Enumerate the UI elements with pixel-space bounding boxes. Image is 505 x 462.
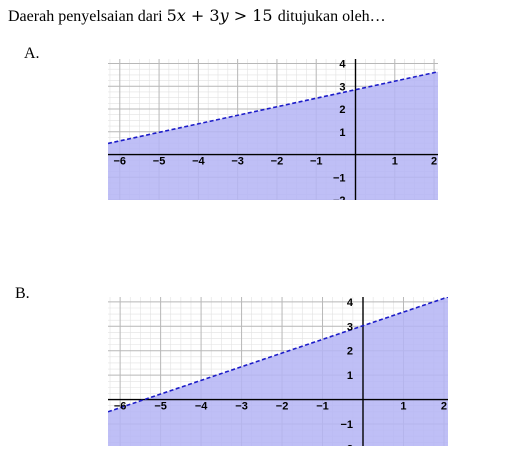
option-a-graph[interactable]: −6 −5 −4 −3 −2 −1 1 2 4 3 2 1 −1 −2: [108, 59, 438, 200]
x-tick-label: −2: [271, 156, 284, 168]
y-tick-label: 2: [347, 346, 353, 358]
y-tick-label: 4: [347, 297, 354, 309]
x-tick-label: −5: [153, 156, 166, 168]
x-tick-label: −3: [235, 401, 248, 413]
inequality: 5x + 3y > 15: [167, 6, 278, 25]
shaded-region: [108, 297, 448, 446]
y-tick-label: −2: [333, 195, 346, 200]
coef-y: 3: [209, 6, 220, 25]
x-tick-label: −1: [316, 401, 329, 413]
x-tick-label: −2: [276, 401, 289, 413]
question-suffix: ditujukan oleh…: [277, 8, 386, 25]
x-tick-label: −6: [114, 401, 127, 413]
y-tick-label: 2: [339, 104, 345, 116]
y-tick-label: 1: [347, 370, 353, 382]
y-tick-label: 3: [339, 81, 345, 93]
coef-x: 5: [166, 6, 177, 25]
x-tick-label: −4: [192, 156, 205, 168]
option-a-label[interactable]: A.: [24, 45, 40, 62]
question-text: Daerah penyelsaian dari 5x + 3y > 15 dit…: [8, 6, 386, 26]
x-tick-label: −6: [114, 156, 127, 168]
shaded-region: [108, 71, 438, 200]
boundary-line: [108, 71, 438, 145]
y-tick-label: 3: [347, 321, 353, 333]
y-tick-label: −1: [333, 172, 346, 184]
greater-than: >: [233, 6, 248, 25]
x-tick-label: 1: [392, 156, 398, 168]
x-tick-label: −1: [310, 156, 323, 168]
x-tick-label: −4: [195, 401, 208, 413]
y-tick-label: −1: [340, 419, 353, 431]
option-b-graph[interactable]: −6 −5 −4 −3 −2 −1 1 2 4 3 2 1 −1 −2: [108, 297, 448, 446]
x-tick-label: −5: [154, 401, 167, 413]
var-y: y: [219, 6, 229, 25]
y-tick-label: 1: [339, 127, 345, 139]
plus-sign: +: [190, 6, 205, 25]
x-tick-label: −3: [231, 156, 244, 168]
y-tick-label: −2: [340, 443, 353, 446]
var-x: x: [176, 6, 186, 25]
boundary-line: [108, 297, 448, 413]
constant: 15: [252, 6, 273, 25]
x-tick-label: 2: [431, 156, 437, 168]
option-b-label[interactable]: B.: [15, 285, 30, 302]
y-tick-label: 4: [339, 59, 346, 71]
question-prefix: Daerah penyelsaian dari: [8, 8, 163, 25]
x-tick-label: 2: [441, 401, 447, 413]
x-tick-label: 1: [400, 401, 406, 413]
